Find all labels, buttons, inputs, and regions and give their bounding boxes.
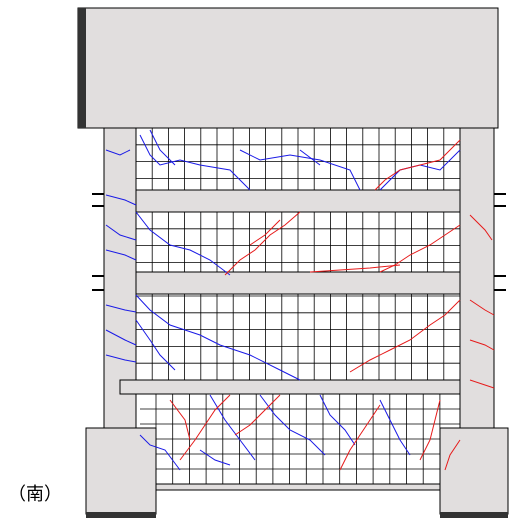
- base-slab: [156, 484, 440, 490]
- lower-beam: [120, 380, 460, 394]
- right-footing: [440, 428, 508, 514]
- right-column: [460, 128, 494, 428]
- beam-edge: [78, 8, 86, 128]
- crack-diagram: （南）: [0, 0, 512, 521]
- beam: [136, 272, 460, 294]
- footing-base: [440, 512, 508, 518]
- beam: [136, 190, 460, 212]
- top-beam: [78, 8, 498, 128]
- footing-base: [86, 512, 156, 518]
- direction-label: （南）: [8, 484, 62, 505]
